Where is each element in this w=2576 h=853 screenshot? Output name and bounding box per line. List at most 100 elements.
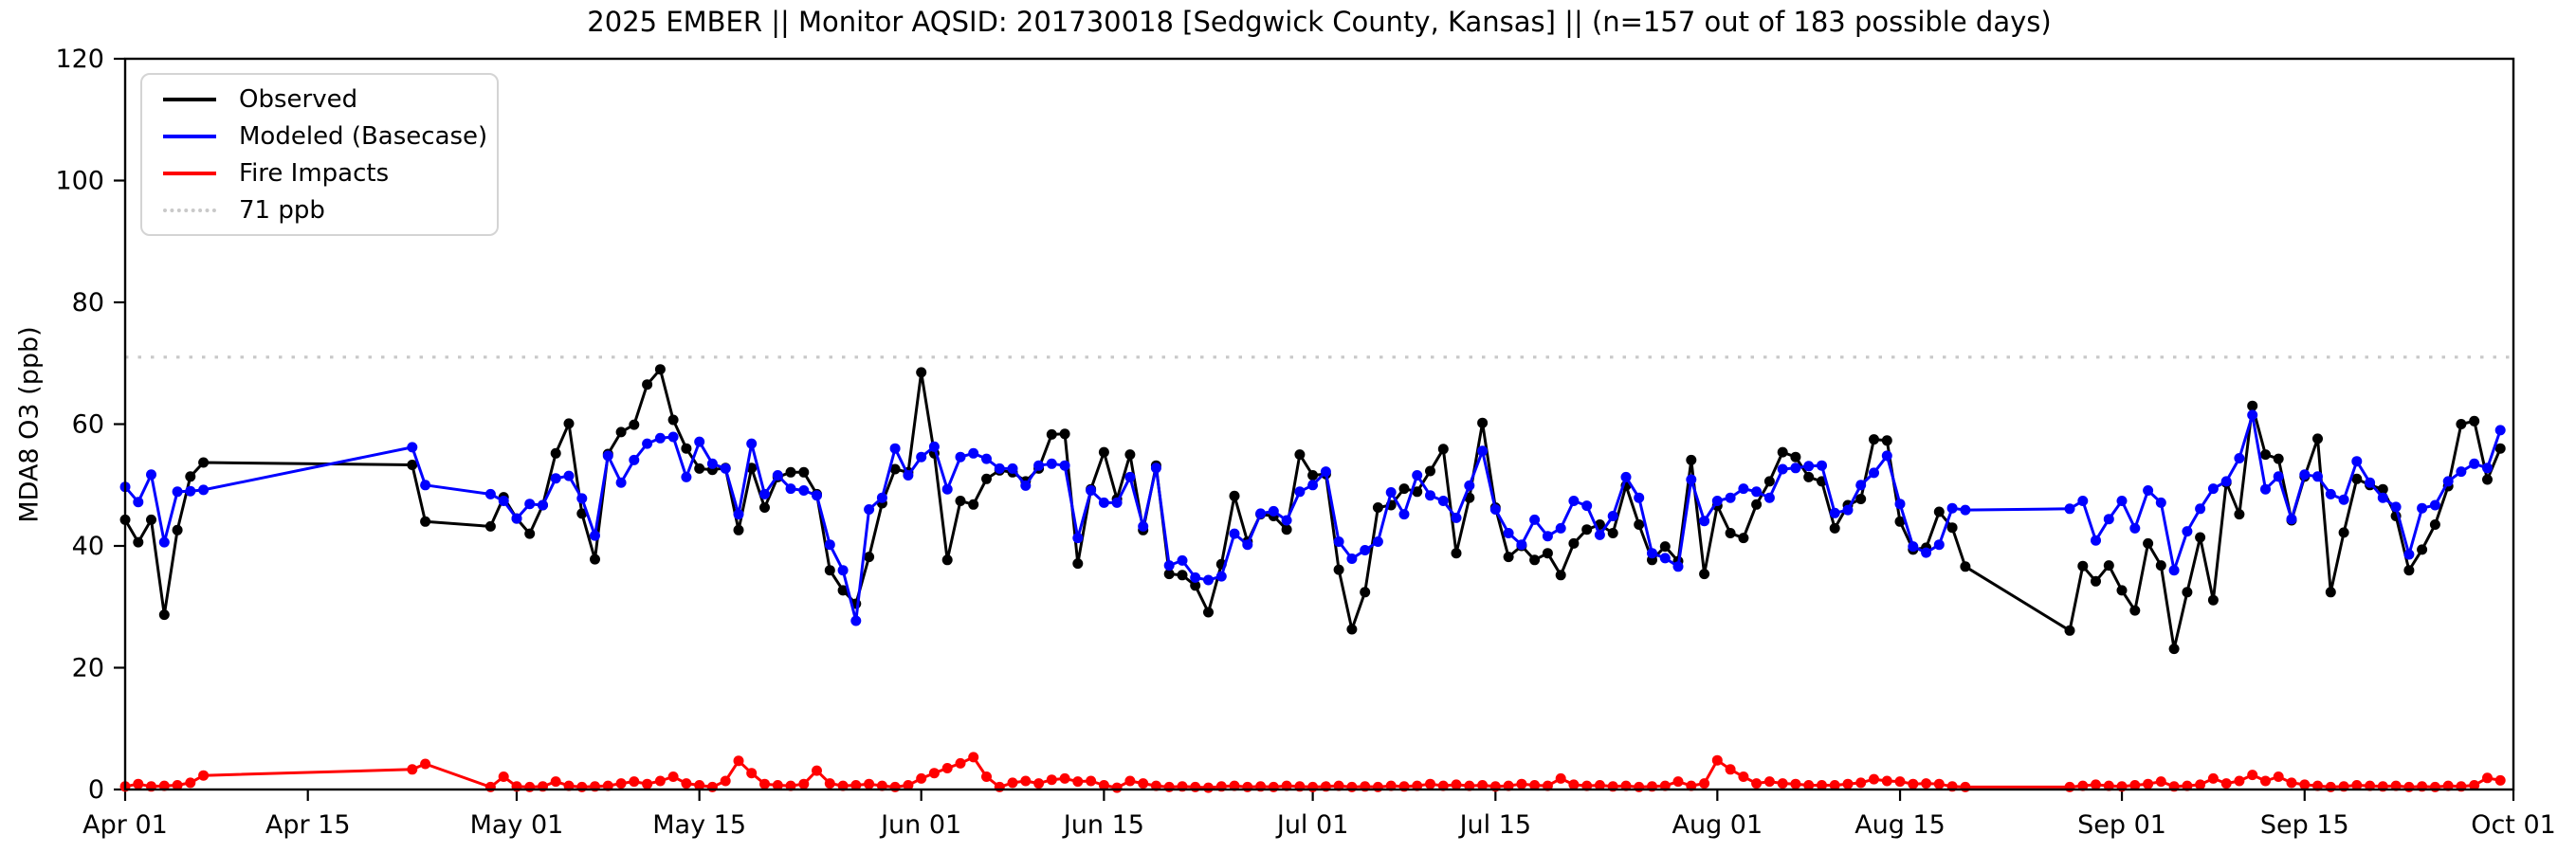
data-point-modeled bbox=[2482, 463, 2493, 474]
data-point-observed bbox=[185, 471, 196, 482]
data-point-modeled bbox=[538, 499, 548, 511]
data-point-observed bbox=[1790, 451, 1801, 463]
data-point-observed bbox=[2494, 443, 2506, 454]
x-tick-label: Jun 15 bbox=[1062, 810, 1144, 840]
data-point-fire bbox=[667, 771, 679, 782]
data-point-observed bbox=[1555, 570, 1566, 581]
data-point-modeled bbox=[2129, 522, 2141, 534]
data-point-modeled bbox=[1634, 492, 1645, 503]
data-point-observed bbox=[1360, 587, 1371, 598]
data-point-fire bbox=[1817, 780, 1827, 790]
data-point-modeled bbox=[602, 450, 613, 462]
data-point-observed bbox=[1046, 428, 1057, 440]
x-tick-label: Apr 01 bbox=[82, 810, 168, 840]
data-point-observed bbox=[1124, 449, 1136, 461]
y-tick-label: 40 bbox=[72, 532, 104, 561]
data-point-observed bbox=[2338, 527, 2349, 538]
fire-line-swatch-icon bbox=[163, 171, 216, 175]
data-point-modeled bbox=[1960, 504, 1971, 516]
data-point-modeled bbox=[1086, 485, 1097, 496]
data-point-modeled bbox=[941, 483, 953, 495]
data-point-modeled bbox=[955, 451, 966, 463]
data-point-observed bbox=[681, 443, 692, 454]
data-point-fire bbox=[2403, 781, 2415, 792]
data-point-modeled bbox=[1033, 460, 1045, 471]
data-point-modeled bbox=[1620, 471, 1632, 482]
legend-item-fire: Fire Impacts bbox=[163, 154, 497, 191]
data-point-modeled bbox=[1437, 496, 1449, 506]
data-point-observed bbox=[785, 466, 796, 478]
data-point-modeled bbox=[185, 485, 196, 497]
data-point-modeled bbox=[2299, 469, 2311, 481]
data-point-observed bbox=[2155, 560, 2166, 572]
data-point-modeled bbox=[1777, 463, 1788, 475]
x-tick-label: Sep 15 bbox=[2260, 810, 2349, 840]
data-point-observed bbox=[1933, 506, 1945, 517]
data-point-observed bbox=[1581, 524, 1593, 535]
y-tick-label: 20 bbox=[72, 654, 104, 683]
data-point-fire bbox=[2207, 772, 2219, 784]
y-tick-label: 60 bbox=[72, 410, 104, 440]
data-point-modeled bbox=[1869, 467, 1879, 479]
x-tick-label: Aug 01 bbox=[1672, 810, 1763, 840]
data-point-modeled bbox=[1555, 522, 1566, 534]
data-point-observed bbox=[1686, 454, 1697, 465]
data-point-modeled bbox=[1385, 487, 1397, 498]
data-point-fire bbox=[889, 781, 901, 792]
legend-label: Fire Impacts bbox=[239, 158, 390, 188]
data-point-modeled bbox=[2442, 476, 2454, 487]
data-point-modeled bbox=[824, 539, 835, 551]
data-point-fire bbox=[629, 776, 640, 788]
data-point-fire bbox=[185, 777, 196, 789]
data-point-observed bbox=[654, 364, 666, 375]
data-point-modeled bbox=[133, 497, 144, 508]
data-point-observed bbox=[1425, 465, 1435, 477]
data-point-fire bbox=[1711, 754, 1723, 766]
x-tick-label: Apr 15 bbox=[265, 810, 351, 840]
data-point-observed bbox=[2417, 544, 2428, 555]
data-point-fire bbox=[1881, 775, 1892, 787]
data-point-modeled bbox=[2312, 471, 2323, 482]
data-point-fire bbox=[1072, 776, 1084, 788]
data-point-observed bbox=[1437, 444, 1449, 455]
plot-border bbox=[123, 57, 2515, 791]
data-point-observed bbox=[1346, 624, 1358, 635]
data-point-modeled bbox=[1360, 545, 1371, 555]
data-point-observed bbox=[1946, 522, 1958, 534]
data-point-observed bbox=[981, 473, 992, 484]
data-point-modeled bbox=[916, 451, 927, 463]
y-tick-label: 100 bbox=[55, 167, 104, 196]
data-point-observed bbox=[916, 367, 927, 378]
data-point-fire bbox=[1098, 780, 1109, 790]
data-point-fire bbox=[2091, 779, 2101, 790]
data-point-modeled bbox=[2351, 456, 2363, 467]
x-tick-label: Sep 01 bbox=[2077, 810, 2166, 840]
data-point-modeled bbox=[1098, 497, 1109, 508]
data-point-modeled bbox=[1255, 508, 1267, 519]
data-point-fire bbox=[1124, 775, 1136, 787]
data-point-modeled bbox=[629, 454, 640, 465]
data-point-observed bbox=[824, 565, 835, 576]
data-point-fire bbox=[1190, 781, 1201, 792]
data-point-modeled bbox=[2234, 453, 2245, 463]
data-point-fire bbox=[1751, 778, 1763, 789]
data-point-modeled bbox=[563, 470, 575, 481]
data-point-modeled bbox=[1412, 470, 1423, 481]
data-point-fire bbox=[1894, 776, 1906, 788]
data-point-fire bbox=[824, 778, 835, 789]
data-point-modeled bbox=[694, 436, 705, 447]
legend-label: Modeled (Basecase) bbox=[239, 121, 488, 151]
data-point-observed bbox=[524, 528, 536, 539]
data-point-fire bbox=[955, 757, 966, 769]
data-point-observed bbox=[837, 585, 849, 596]
data-point-fire bbox=[484, 781, 496, 792]
data-point-modeled bbox=[158, 536, 170, 548]
data-point-fire bbox=[706, 781, 718, 792]
data-point-fire bbox=[2195, 779, 2206, 790]
data-point-modeled bbox=[759, 488, 770, 499]
data-point-fire bbox=[720, 775, 731, 787]
data-point-modeled bbox=[484, 488, 496, 499]
data-point-fire bbox=[1477, 780, 1489, 790]
data-point-fire bbox=[864, 778, 875, 789]
data-point-observed bbox=[1568, 537, 1580, 549]
